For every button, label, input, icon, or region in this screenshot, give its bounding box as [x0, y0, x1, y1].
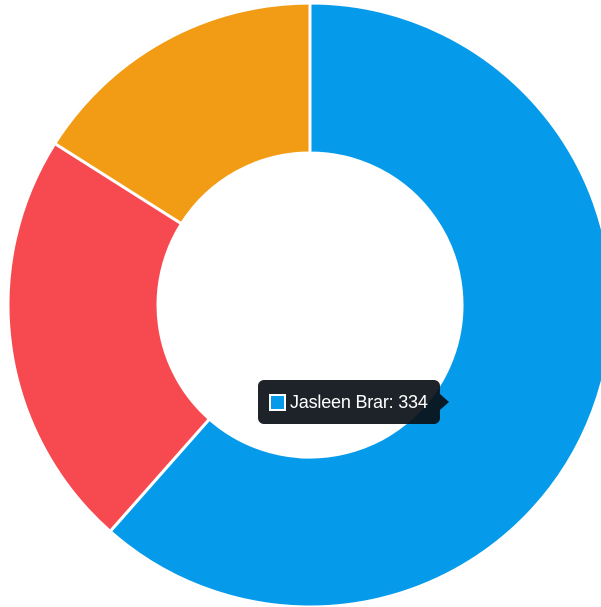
- donut-slice-0[interactable]: [108, 1, 601, 607]
- donut-slice-2[interactable]: [53, 1, 312, 226]
- chart-tooltip: Jasleen Brar: 334: [258, 380, 449, 424]
- donut-slices: [6, 1, 601, 607]
- tooltip-color-swatch: [269, 393, 286, 411]
- tooltip-text: Jasleen Brar: 334: [290, 392, 428, 412]
- donut-slice-1[interactable]: [6, 142, 211, 533]
